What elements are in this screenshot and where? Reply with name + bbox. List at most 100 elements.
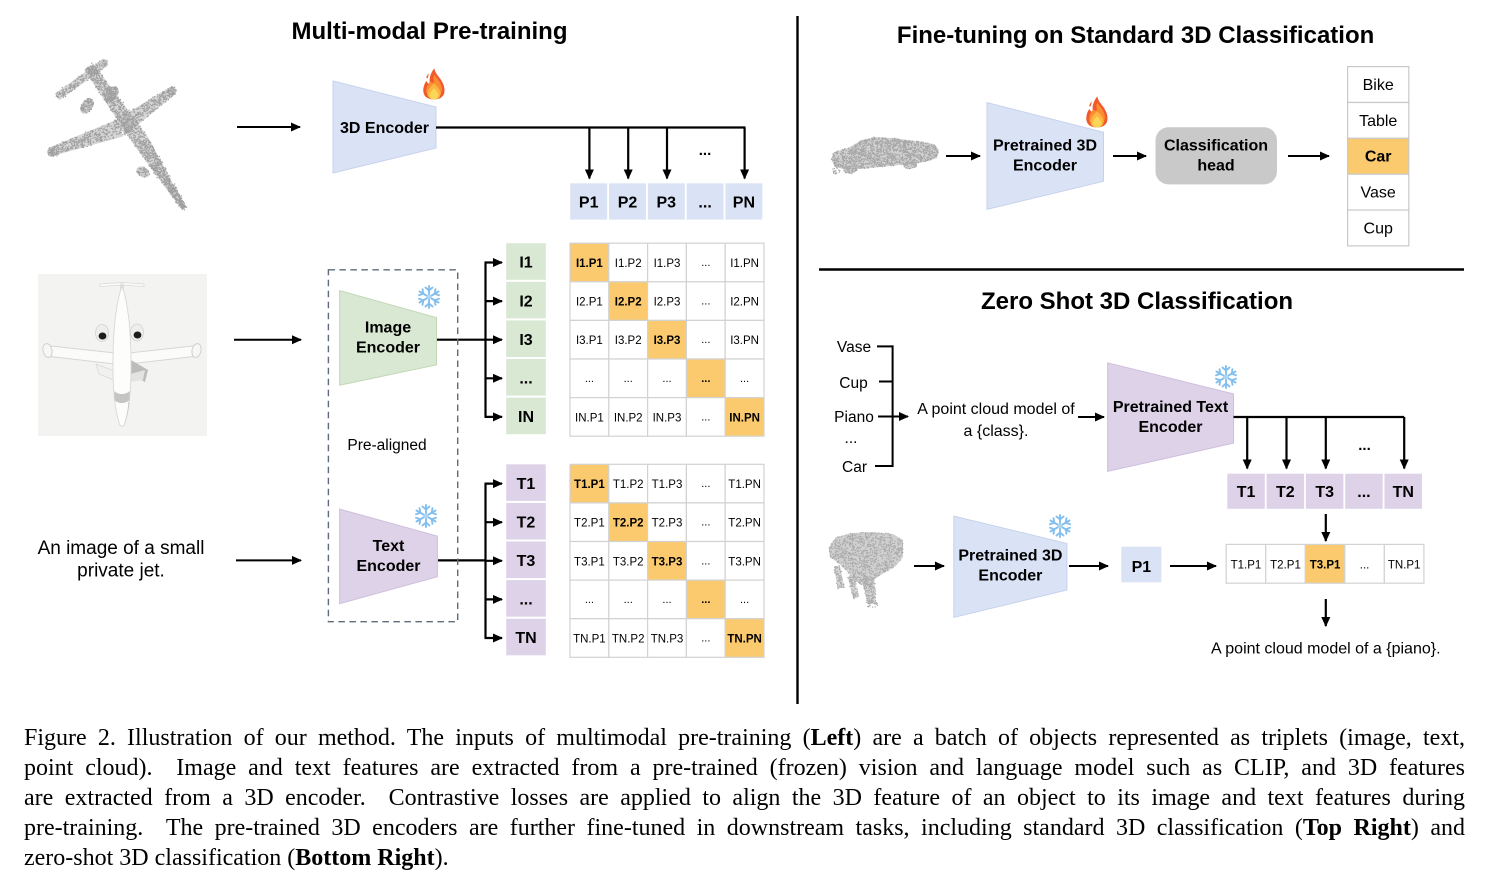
svg-text:IN.P1: IN.P1 [575,412,604,424]
svg-text:...: ... [662,373,671,385]
svg-text:I2.PN: I2.PN [730,297,759,309]
svg-text:I1.PN: I1.PN [730,258,759,270]
svg-text:...: ... [701,478,710,490]
svg-text:T1.P1: T1.P1 [574,479,605,491]
svg-text:...: ... [740,594,749,606]
svg-text:T1.P2: T1.P2 [613,479,644,491]
svg-text:...: ... [701,257,710,269]
svg-text:T2.PN: T2.PN [728,518,761,530]
svg-text:T1.P1: T1.P1 [1231,559,1262,571]
svg-text:I2.P2: I2.P2 [615,297,642,309]
svg-text:...: ... [740,373,749,385]
svg-text:I2: I2 [519,293,532,310]
svg-text:T2: T2 [1276,484,1295,501]
svg-text:T1.PN: T1.PN [728,479,761,491]
svg-text:I2.P3: I2.P3 [654,297,681,309]
svg-text:A point cloud model of a {pian: A point cloud model of a {piano}. [1211,641,1441,658]
svg-text:T1: T1 [1237,484,1256,501]
svg-text:I1.P2: I1.P2 [615,258,642,270]
svg-text:TN.P2: TN.P2 [612,634,645,646]
svg-text:T3.P1: T3.P1 [1310,559,1341,571]
svg-text:...: ... [624,594,633,606]
svg-text:I3.P3: I3.P3 [654,335,681,347]
svg-text:Encoder: Encoder [356,558,420,575]
svg-text:...: ... [585,373,594,385]
svg-text:Multi-modal Pre-training: Multi-modal Pre-training [292,18,568,45]
svg-text:...: ... [698,195,711,212]
svg-text:...: ... [701,633,710,645]
svg-text:...: ... [701,334,710,346]
svg-text:Encoder: Encoder [356,340,420,357]
svg-text:...: ... [1360,559,1370,571]
svg-text:Encoder: Encoder [1138,419,1202,436]
svg-text:...: ... [699,142,712,159]
svg-text:...: ... [519,592,532,609]
svg-text:I3.P1: I3.P1 [576,335,603,347]
svg-text:Pretrained Text: Pretrained Text [1113,399,1229,416]
svg-text:P2: P2 [618,195,638,212]
svg-text:TN: TN [1393,484,1414,501]
svg-text:...: ... [701,411,710,423]
svg-text:Pre-aligned: Pre-aligned [347,437,426,454]
svg-text:PN: PN [733,195,755,212]
svg-text:...: ... [701,555,710,567]
svg-text:Vase: Vase [1361,184,1396,201]
svg-text:I1.P1: I1.P1 [576,258,603,270]
svg-text:Bike: Bike [1363,77,1394,94]
svg-text:head: head [1197,158,1234,175]
svg-text:I3.P2: I3.P2 [615,335,642,347]
svg-text:I2.P1: I2.P1 [576,297,603,309]
svg-text:Vase: Vase [837,339,871,356]
svg-text:TN: TN [515,630,536,647]
svg-text:Car: Car [842,459,867,476]
svg-text:T2.P3: T2.P3 [652,518,683,530]
svg-text:TN.PN: TN.PN [727,634,762,646]
svg-text:3D Encoder: 3D Encoder [340,120,429,137]
svg-text:T3.P2: T3.P2 [613,556,644,568]
svg-text:Table: Table [1359,113,1397,130]
svg-text:Fine-tuning on Standard 3D Cla: Fine-tuning on Standard 3D Classificatio… [897,22,1374,49]
svg-text:Piano: Piano [834,409,874,426]
svg-text:Image: Image [365,320,411,337]
svg-text:TN.P3: TN.P3 [651,634,684,646]
svg-text:a {class}.: a {class}. [964,423,1029,440]
svg-text:IN.PN: IN.PN [729,412,760,424]
svg-text:...: ... [701,373,710,385]
svg-text:P3: P3 [657,195,677,212]
svg-text:P1: P1 [1132,559,1152,576]
svg-text:Pretrained 3D: Pretrained 3D [993,138,1097,155]
svg-text:...: ... [845,430,858,447]
svg-text:Cup: Cup [839,375,867,392]
svg-text:...: ... [624,373,633,385]
svg-text:Zero Shot 3D Classification: Zero Shot 3D Classification [981,288,1293,315]
svg-text:...: ... [701,594,710,606]
svg-text:...: ... [662,594,671,606]
svg-text:An image of a small: An image of a small [38,538,205,559]
svg-text:...: ... [1358,437,1371,454]
svg-text:T3.PN: T3.PN [728,556,761,568]
svg-text:A point cloud model of: A point cloud model of [917,401,1075,418]
svg-text:...: ... [585,594,594,606]
svg-text:private jet.: private jet. [77,561,165,582]
svg-text:TN.P1: TN.P1 [573,634,606,646]
svg-text:TN.P1: TN.P1 [1388,559,1421,571]
svg-text:IN.P2: IN.P2 [614,412,643,424]
svg-text:Cup: Cup [1364,220,1393,237]
svg-text:T2.P2: T2.P2 [613,518,644,530]
svg-text:IN: IN [518,409,534,426]
svg-text:...: ... [701,517,710,529]
svg-text:Text: Text [373,538,405,555]
svg-text:T1.P3: T1.P3 [652,479,683,491]
svg-text:Car: Car [1365,149,1392,166]
svg-text:I3: I3 [519,332,532,349]
svg-text:T3: T3 [517,553,536,570]
svg-text:I3.PN: I3.PN [730,335,759,347]
svg-text:T3: T3 [1315,484,1334,501]
svg-text:I1.P3: I1.P3 [654,258,681,270]
svg-text:Classification: Classification [1164,138,1268,155]
svg-text:Encoder: Encoder [1013,158,1077,175]
svg-text:Pretrained 3D: Pretrained 3D [958,548,1062,565]
svg-text:P1: P1 [579,195,599,212]
svg-text:T2.P1: T2.P1 [574,518,605,530]
svg-text:T3.P3: T3.P3 [652,556,683,568]
